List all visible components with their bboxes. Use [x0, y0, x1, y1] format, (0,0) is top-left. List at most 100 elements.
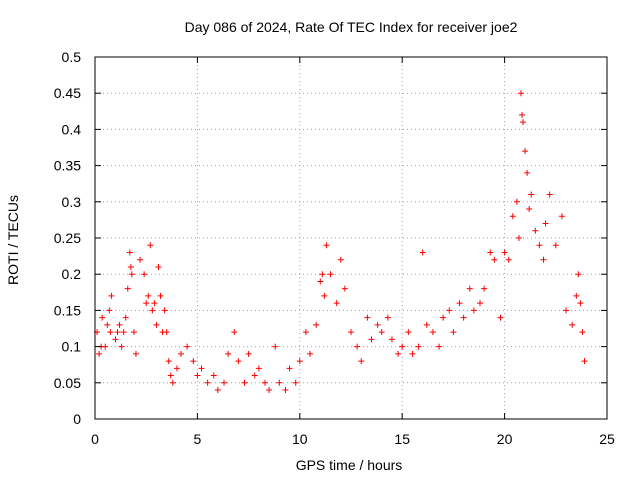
x-tick-label: 25 — [599, 431, 615, 447]
data-point — [519, 111, 526, 118]
data-point — [358, 358, 365, 365]
data-point — [515, 235, 522, 241]
data-point — [165, 358, 172, 365]
data-point — [108, 292, 115, 299]
data-point — [509, 213, 516, 220]
data-point — [319, 271, 326, 278]
data-point — [163, 329, 170, 336]
data-point — [169, 379, 176, 386]
data-point — [241, 379, 248, 386]
data-point — [540, 256, 547, 263]
y-tick-label: 0.45 — [54, 85, 81, 101]
data-point — [558, 213, 565, 220]
data-point — [255, 365, 262, 372]
chart-title: Day 086 of 2024, Rate Of TEC Index for r… — [185, 19, 518, 35]
data-point — [127, 263, 134, 270]
data-point — [575, 271, 582, 278]
data-point — [513, 198, 520, 205]
data-point — [446, 307, 453, 314]
data-point — [526, 206, 533, 213]
data-point — [450, 329, 457, 336]
data-point — [395, 350, 402, 357]
data-point — [155, 263, 162, 270]
data-point — [317, 278, 324, 285]
data-point — [198, 365, 205, 372]
data-point — [536, 242, 543, 249]
y-tick-labels: 0 0.05 0.1 0.15 0.2 0.25 0.3 0.35 0.4 0.45 0.5 — [54, 49, 81, 427]
data-point — [487, 249, 494, 256]
data-point — [429, 329, 436, 336]
data-point — [302, 329, 309, 336]
x-tick-label: 20 — [497, 431, 513, 447]
data-point — [409, 350, 416, 357]
data-point — [423, 321, 430, 328]
data-point — [102, 343, 109, 350]
data-point — [323, 242, 330, 249]
data-point — [178, 350, 185, 357]
data-point — [286, 365, 293, 372]
data-point — [296, 358, 303, 365]
data-point — [520, 119, 527, 126]
y-tick-label: 0.5 — [62, 49, 82, 65]
data-point — [282, 387, 289, 394]
data-point — [501, 249, 508, 256]
data-point — [388, 336, 395, 343]
x-tick-label: 10 — [292, 431, 308, 447]
data-point — [460, 314, 467, 321]
data-point — [528, 191, 535, 198]
data-point — [321, 292, 328, 299]
data-point — [524, 169, 531, 176]
data-point — [132, 350, 139, 357]
data-point — [190, 358, 197, 365]
data-point — [337, 256, 344, 263]
data-point — [581, 358, 588, 365]
data-point — [225, 350, 232, 357]
data-point — [546, 191, 553, 198]
data-point — [99, 314, 106, 321]
data-points — [94, 90, 588, 394]
y-tick-label: 0.15 — [54, 302, 81, 318]
data-point — [112, 336, 119, 343]
grid-lines — [95, 57, 607, 419]
data-point — [333, 300, 340, 307]
data-point — [542, 220, 549, 227]
data-point — [491, 256, 498, 263]
data-point — [440, 314, 447, 321]
data-point — [157, 292, 164, 299]
y-tick-label: 0.3 — [62, 194, 82, 210]
data-point — [466, 285, 473, 292]
data-point — [137, 256, 144, 263]
data-point — [149, 307, 156, 314]
data-point — [470, 307, 477, 314]
x-tick-label: 5 — [194, 431, 202, 447]
data-point — [436, 343, 443, 350]
data-point — [204, 379, 211, 386]
data-point — [374, 321, 381, 328]
data-point — [130, 329, 137, 336]
data-point — [505, 256, 512, 263]
data-point — [194, 372, 201, 379]
data-point — [235, 358, 242, 365]
data-point — [122, 314, 129, 321]
data-point — [261, 379, 268, 386]
data-point — [348, 329, 354, 336]
data-point — [481, 285, 488, 292]
data-point — [552, 242, 559, 249]
data-point — [354, 343, 361, 350]
data-point — [251, 372, 258, 379]
data-point — [145, 292, 152, 299]
data-point — [517, 90, 524, 97]
data-point — [399, 343, 406, 350]
data-point — [107, 329, 114, 336]
data-point — [384, 314, 391, 321]
data-point — [292, 379, 299, 386]
data-point — [569, 321, 576, 328]
x-tick-label: 0 — [91, 431, 99, 447]
data-point — [128, 271, 135, 278]
y-tick-label: 0.1 — [62, 339, 82, 355]
data-point — [415, 343, 422, 350]
data-point — [368, 336, 375, 343]
y-tick-label: 0.2 — [62, 266, 82, 282]
data-point — [477, 300, 484, 307]
